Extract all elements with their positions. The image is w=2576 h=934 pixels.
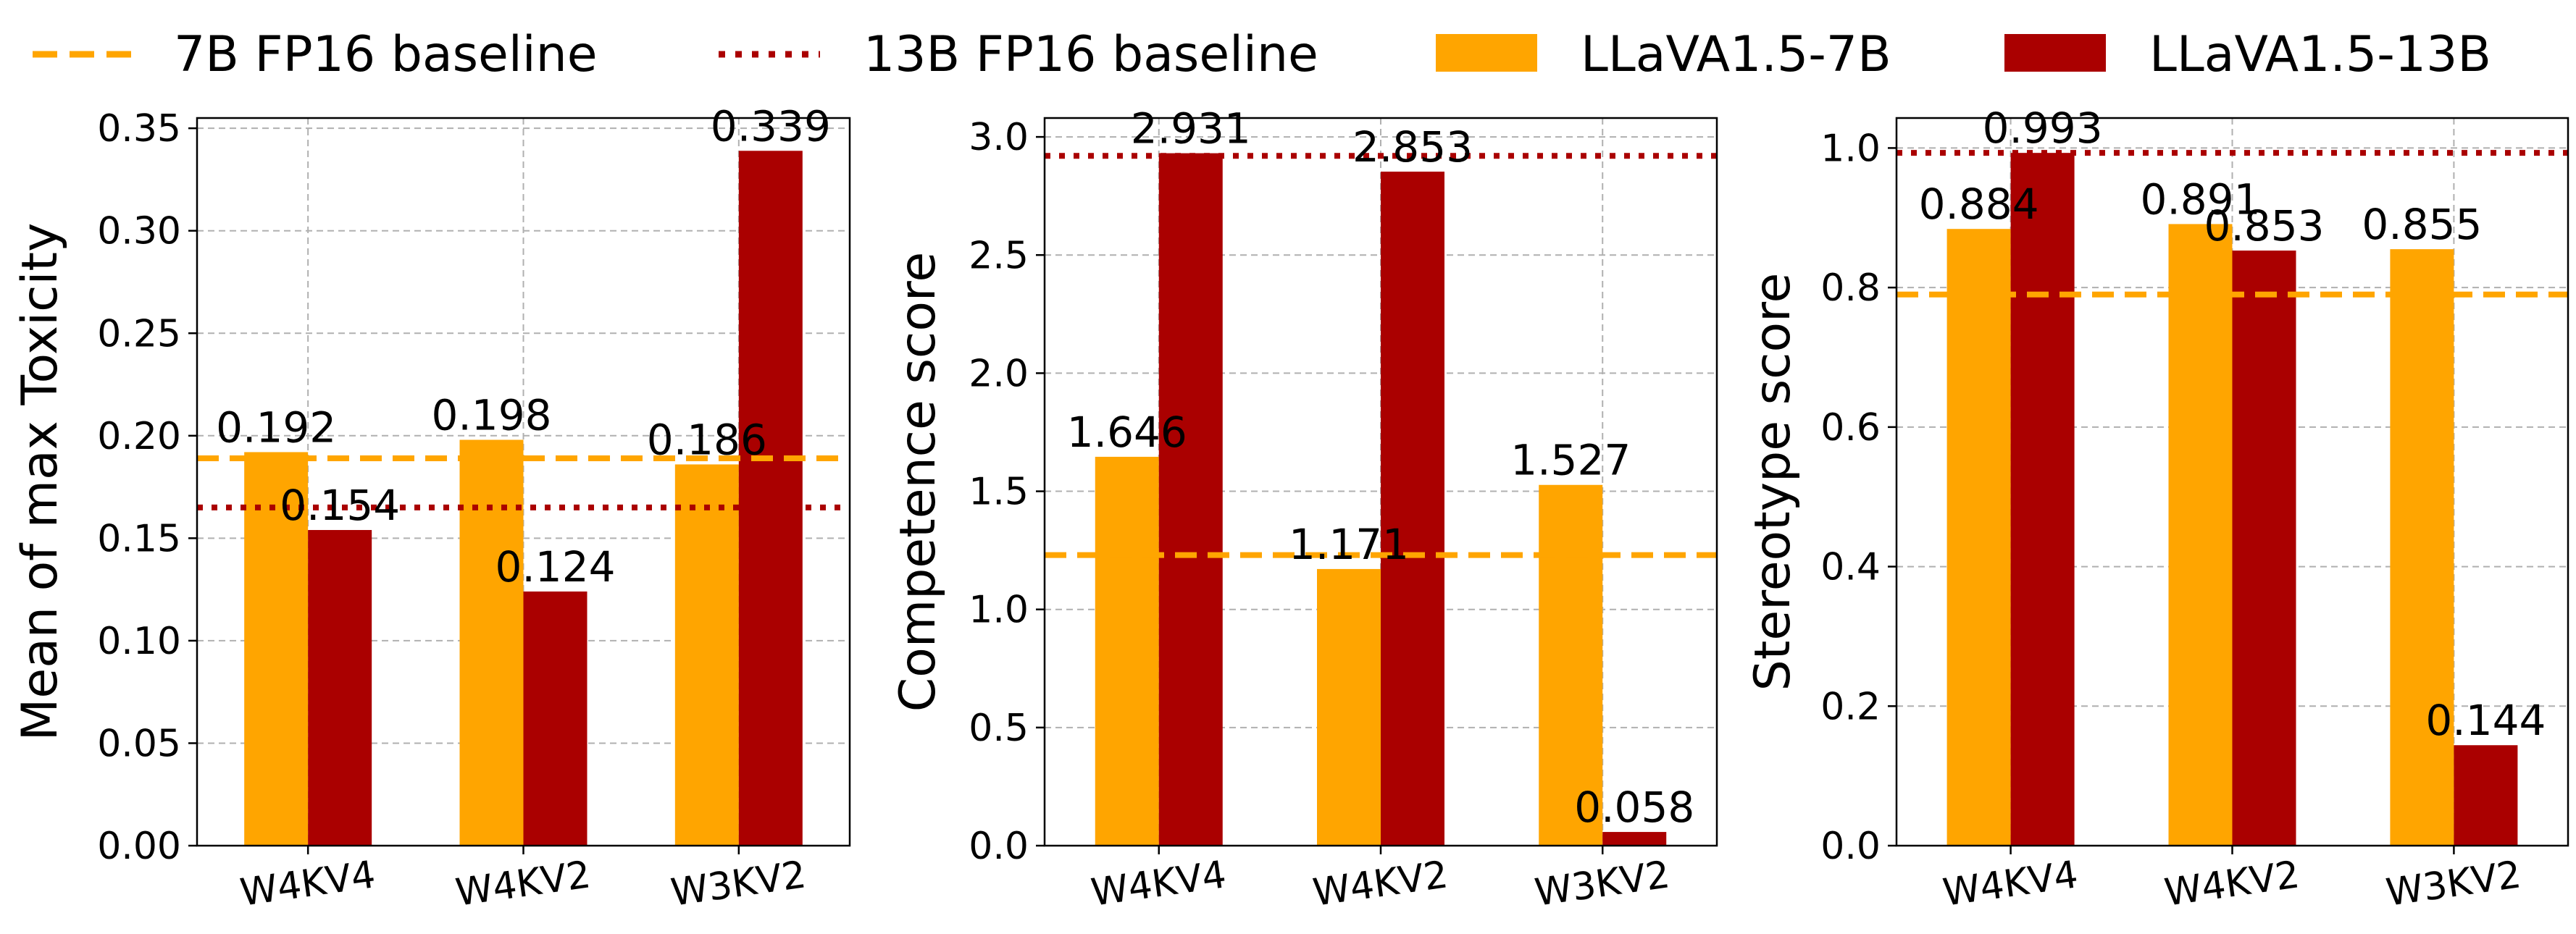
data-label: 0.144 xyxy=(2425,696,2546,745)
bar-llava7b xyxy=(1946,229,2011,846)
data-label: 1.171 xyxy=(1289,520,1409,569)
bar-llava13b xyxy=(2232,251,2296,846)
y-tick-label: 0.30 xyxy=(97,210,181,253)
data-label: 0.124 xyxy=(495,542,615,592)
y-tick-label: 0.0 xyxy=(1820,825,1881,868)
data-label: 0.853 xyxy=(2204,201,2324,251)
y-tick-label: 0.4 xyxy=(1820,546,1881,589)
y-tick-label: 1.0 xyxy=(969,589,1029,632)
bar-llava7b xyxy=(2390,249,2454,846)
y-tick-label: 0.6 xyxy=(1820,406,1881,450)
legend-llava13b-swatch xyxy=(2004,34,2106,72)
y-tick-label: 0.0 xyxy=(969,825,1029,868)
chart-panel-competence: 0.0 0.5 1.0 1.5 2.0 2.5 3.0 W4KV4 W4KV2 W3KV2 1.… xyxy=(890,104,1718,915)
x-tick-label: W4KV2 xyxy=(1310,853,1451,914)
y-tick-label: 0.00 xyxy=(97,825,181,868)
legend: 7B FP16 baseline 13B FP16 baseline LLaVA… xyxy=(33,26,2491,83)
data-label: 0.058 xyxy=(1574,783,1694,832)
data-labels: 1.646 1.171 1.527 2.931 2.853 0.058 xyxy=(1067,104,1695,832)
data-labels: 0.884 0.891 0.855 0.993 0.853 0.144 xyxy=(1919,104,2546,745)
y-tick-label: 0.2 xyxy=(1820,685,1881,728)
data-label: 0.339 xyxy=(711,101,831,151)
bar-llava7b xyxy=(1317,568,1381,846)
x-tick-label: W3KV2 xyxy=(2383,853,2524,914)
x-tick-label: W3KV2 xyxy=(669,853,809,914)
x-axis-ticks: W4KV4 W4KV2 W3KV2 xyxy=(1940,846,2524,915)
x-tick-label: W4KV4 xyxy=(1089,853,1229,914)
y-tick-label: 0.5 xyxy=(969,707,1029,750)
data-label: 0.154 xyxy=(280,481,400,530)
bar-llava13b xyxy=(738,151,803,846)
y-tick-label: 0.8 xyxy=(1820,266,1881,310)
data-label: 1.646 xyxy=(1067,408,1187,457)
x-tick-label: W4KV4 xyxy=(1940,853,2081,914)
legend-baseline13b-label: 13B FP16 baseline xyxy=(863,26,1318,83)
y-tick-label: 0.15 xyxy=(97,517,181,560)
bars xyxy=(1946,153,2518,846)
bar-llava13b xyxy=(1158,153,1223,846)
baseline-lines xyxy=(197,455,850,510)
legend-baseline7b-label: 7B FP16 baseline xyxy=(174,26,598,83)
y-tick-label: 1.0 xyxy=(1820,127,1881,170)
baseline-lines xyxy=(1045,153,1717,558)
y-tick-label: 0.20 xyxy=(97,415,181,458)
x-tick-label: W3KV2 xyxy=(1532,853,1673,914)
bars xyxy=(1095,153,1667,846)
x-tick-label: W4KV4 xyxy=(238,853,378,914)
data-label: 0.855 xyxy=(2362,200,2482,249)
y-axis-ticks: 0.0 0.5 1.0 1.5 2.0 2.5 3.0 xyxy=(969,116,1045,868)
bar-llava13b xyxy=(2454,745,2518,846)
bar-llava13b xyxy=(308,530,372,846)
legend-llava13b-label: LLaVA1.5-13B xyxy=(2149,26,2491,83)
y-tick-label: 2.0 xyxy=(969,352,1029,395)
bar-llava13b xyxy=(1381,172,1444,846)
bar-llava7b xyxy=(1095,456,1159,846)
bar-llava7b xyxy=(2168,224,2233,846)
x-tick-label: W4KV2 xyxy=(2162,853,2302,914)
legend-llava7b-label: LLaVA1.5-7B xyxy=(1581,26,1891,83)
data-label: 0.884 xyxy=(1919,180,2039,229)
bars xyxy=(244,151,803,846)
y-axis-label: Competence score xyxy=(890,252,947,712)
chart-panel-stereotype: 0.0 0.2 0.4 0.6 0.8 1.0 W4KV4 W4KV2 W3KV2 0.884… xyxy=(1744,104,2569,915)
bar-llava7b xyxy=(459,439,524,846)
y-tick-label: 0.10 xyxy=(97,620,181,663)
x-axis-ticks: W4KV4 W4KV2 W3KV2 xyxy=(1089,846,1673,915)
chart-panel-toxicity: 0.000.050.100.150.200.250.300.35 W4KV4 W4… xyxy=(12,101,851,915)
y-axis-label: Mean of max Toxicity xyxy=(12,223,69,741)
baseline-lines xyxy=(1897,150,2568,298)
data-label: 0.198 xyxy=(431,390,551,439)
data-label: 1.527 xyxy=(1510,436,1631,485)
data-label: 2.853 xyxy=(1352,122,1473,172)
y-tick-label: 1.5 xyxy=(969,471,1029,514)
y-tick-label: 0.25 xyxy=(97,312,181,355)
data-label: 2.931 xyxy=(1131,104,1251,153)
y-tick-label: 0.05 xyxy=(97,722,181,765)
y-axis-ticks: 0.00 0.05 0.10 0.15 0.20 0.25 0.30 0.35 xyxy=(97,107,197,868)
legend-llava7b-swatch xyxy=(1436,34,1537,72)
bar-llava7b xyxy=(674,464,739,846)
y-tick-label: 2.5 xyxy=(969,234,1029,277)
bar-llava13b xyxy=(523,591,587,846)
data-label: 0.891 xyxy=(2140,174,2260,224)
data-labels: 0.192 0.198 0.186 0.154 0.124 0.339 xyxy=(216,101,831,592)
x-tick-label: W4KV2 xyxy=(453,853,593,914)
y-tick-label: 3.0 xyxy=(969,116,1029,159)
bar-llava7b xyxy=(244,452,309,846)
y-tick-label: 0.35 xyxy=(97,107,181,151)
data-label: 0.186 xyxy=(647,415,767,464)
y-axis-label: Stereotype score xyxy=(1744,273,1802,691)
data-label: 0.192 xyxy=(216,403,336,452)
x-axis-ticks: W4KV4 W4KV2 W3KV2 xyxy=(238,846,808,915)
data-label: 0.993 xyxy=(1983,104,2103,153)
bar-llava13b xyxy=(1602,832,1667,846)
y-axis-ticks: 0.0 0.2 0.4 0.6 0.8 1.0 xyxy=(1820,127,1897,868)
bar-llava7b xyxy=(1539,484,1603,846)
bar-llava13b xyxy=(2010,153,2075,846)
